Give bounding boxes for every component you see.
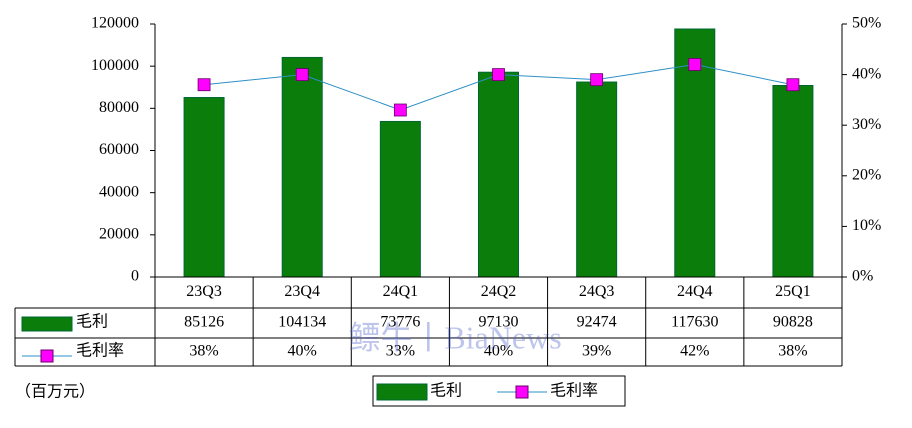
y2-tick-label: 50% bbox=[852, 15, 881, 32]
legend-label: 毛利 bbox=[430, 382, 462, 400]
category-label: 24Q2 bbox=[481, 283, 517, 300]
table-value: 97130 bbox=[479, 314, 519, 331]
category-label: 24Q4 bbox=[677, 283, 713, 300]
marker bbox=[590, 73, 604, 87]
y2-tick-label: 40% bbox=[852, 65, 881, 82]
table-value: 38% bbox=[189, 343, 218, 360]
bar bbox=[478, 71, 519, 278]
bar bbox=[772, 85, 814, 278]
category-label: 24Q3 bbox=[579, 283, 615, 300]
marker bbox=[688, 58, 702, 71]
bar bbox=[576, 81, 618, 278]
y2-tick-label: 30% bbox=[852, 116, 881, 133]
table-value: 39% bbox=[582, 343, 611, 360]
unit-note: （百万元） bbox=[15, 383, 95, 401]
table-value: 73776 bbox=[380, 314, 420, 331]
table-row-label: 毛利 bbox=[76, 313, 108, 331]
table-value: 85126 bbox=[184, 314, 224, 331]
table-value: 90828 bbox=[773, 314, 813, 331]
category-label: 23Q3 bbox=[186, 283, 222, 300]
watermark: 鳔牛丨BiaNews bbox=[348, 319, 561, 355]
y-tick-label: 20000 bbox=[99, 226, 139, 243]
table-value: 104134 bbox=[278, 314, 326, 331]
marker bbox=[786, 78, 800, 92]
category-label: 25Q1 bbox=[775, 283, 811, 300]
bar bbox=[183, 97, 225, 278]
table-swatch bbox=[21, 316, 73, 332]
table-value: 38% bbox=[778, 343, 807, 360]
y-tick-label: 0 bbox=[131, 268, 139, 285]
legend-swatch bbox=[376, 383, 428, 401]
y-tick-label: 80000 bbox=[99, 99, 139, 116]
y-tick-label: 100000 bbox=[91, 57, 139, 74]
bar bbox=[281, 56, 323, 278]
table-value: 33% bbox=[386, 343, 415, 360]
category-label: 24Q1 bbox=[383, 283, 419, 300]
legend-box bbox=[372, 375, 626, 407]
table-value: 92474 bbox=[577, 314, 617, 331]
table-row-label: 毛利率 bbox=[76, 342, 124, 360]
y2-tick-label: 10% bbox=[852, 217, 881, 234]
y-tick-label: 120000 bbox=[91, 15, 139, 32]
table-value: 42% bbox=[680, 343, 709, 360]
table-value: 40% bbox=[288, 343, 317, 360]
y-tick-label: 40000 bbox=[99, 183, 139, 200]
table-swatch-marker bbox=[40, 349, 54, 363]
marker bbox=[393, 103, 407, 117]
bar bbox=[379, 120, 421, 278]
y2-tick-label: 20% bbox=[852, 166, 881, 183]
table-value: 117630 bbox=[671, 314, 718, 331]
legend-label: 毛利率 bbox=[550, 382, 598, 400]
y2-tick-label: 0% bbox=[852, 268, 873, 285]
y-tick-label: 60000 bbox=[99, 141, 139, 158]
table-value: 40% bbox=[484, 343, 513, 360]
marker bbox=[295, 68, 309, 81]
legend-marker bbox=[515, 385, 529, 399]
category-label: 23Q4 bbox=[284, 283, 320, 300]
marker bbox=[492, 68, 505, 81]
marker bbox=[197, 78, 211, 92]
